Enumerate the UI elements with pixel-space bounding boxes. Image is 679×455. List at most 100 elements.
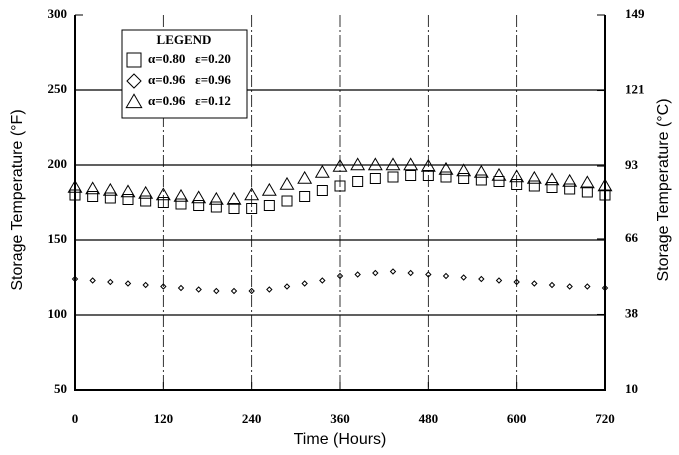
y2-tick-label: 66: [625, 230, 639, 245]
marker: [69, 189, 81, 201]
marker: [387, 171, 399, 183]
marker: [354, 271, 361, 278]
marker: [352, 176, 364, 187]
marker: [420, 158, 436, 172]
marker: [177, 284, 185, 292]
marker: [546, 182, 558, 193]
marker: [334, 180, 346, 192]
marker: [208, 191, 224, 205]
marker: [301, 280, 308, 287]
marker: [67, 179, 83, 193]
marker: [438, 161, 454, 175]
marker: [283, 283, 291, 290]
legend-label: α=0.96 ε=0.12: [148, 93, 231, 108]
marker: [579, 175, 595, 189]
marker: [491, 167, 507, 181]
marker: [316, 185, 328, 196]
marker: [526, 170, 542, 184]
marker: [122, 194, 134, 205]
legend-label: α=0.96 ε=0.96: [148, 72, 231, 87]
marker: [89, 277, 96, 284]
marker: [456, 163, 472, 177]
marker: [297, 170, 313, 184]
y-tick-label: 250: [48, 81, 68, 96]
x-tick-label: 360: [330, 411, 350, 426]
y2-tick-label: 10: [625, 381, 638, 396]
marker: [248, 287, 255, 295]
marker: [350, 157, 366, 171]
marker: [124, 280, 132, 287]
marker: [531, 280, 538, 287]
marker: [564, 183, 576, 195]
marker: [71, 275, 79, 283]
x-axis-label: Time (Hours): [294, 431, 387, 448]
marker: [104, 192, 116, 204]
marker: [407, 269, 414, 277]
marker: [126, 52, 142, 68]
marker: [263, 200, 275, 211]
marker: [336, 272, 344, 280]
marker: [332, 158, 348, 172]
marker: [279, 176, 295, 190]
x-tick-label: 600: [507, 411, 527, 426]
y-tick-label: 300: [48, 6, 68, 21]
marker: [107, 278, 114, 286]
marker: [142, 281, 149, 289]
marker: [493, 176, 505, 187]
marker: [458, 173, 470, 184]
y-axis-label: Storage Temperature (°F): [9, 109, 26, 290]
marker: [405, 170, 417, 181]
marker: [509, 169, 525, 183]
marker: [126, 73, 142, 89]
marker: [102, 182, 118, 196]
marker: [155, 187, 171, 201]
marker: [213, 287, 220, 295]
marker: [281, 195, 293, 207]
y-tick-label: 50: [54, 381, 67, 396]
marker: [601, 284, 609, 292]
marker: [566, 283, 573, 290]
marker: [261, 182, 277, 196]
marker: [460, 274, 467, 281]
y2-tick-label: 38: [625, 305, 639, 320]
marker: [422, 170, 434, 181]
marker: [175, 198, 187, 210]
marker: [473, 164, 489, 178]
marker: [314, 164, 330, 178]
legend-label: α=0.80 ε=0.20: [148, 51, 231, 66]
y2-axis-label: Storage Temperature (°C): [655, 98, 672, 281]
y-tick-label: 150: [48, 231, 68, 246]
marker: [319, 277, 326, 284]
marker: [120, 184, 136, 198]
marker: [210, 201, 222, 213]
marker: [367, 157, 383, 171]
marker: [193, 200, 205, 211]
legend-title: LEGEND: [157, 32, 212, 47]
marker: [442, 272, 450, 280]
marker: [85, 181, 101, 195]
marker: [160, 283, 167, 290]
marker: [230, 287, 238, 295]
marker: [511, 179, 523, 190]
marker: [425, 271, 432, 278]
marker: [246, 203, 258, 214]
x-tick-label: 480: [419, 411, 439, 426]
legend-box: [121, 29, 248, 119]
y2-tick-label: 149: [625, 6, 645, 21]
marker: [440, 171, 452, 183]
marker: [562, 173, 578, 187]
marker: [125, 93, 143, 109]
marker: [599, 189, 611, 201]
marker: [138, 185, 154, 199]
marker: [475, 174, 487, 186]
marker: [244, 187, 260, 201]
x-tick-label: 0: [72, 411, 79, 426]
marker: [157, 197, 169, 208]
marker: [513, 278, 520, 286]
marker: [478, 275, 485, 283]
marker: [495, 277, 503, 284]
marker: [299, 191, 311, 202]
marker: [581, 186, 593, 198]
marker: [389, 268, 397, 275]
marker: [544, 172, 560, 186]
